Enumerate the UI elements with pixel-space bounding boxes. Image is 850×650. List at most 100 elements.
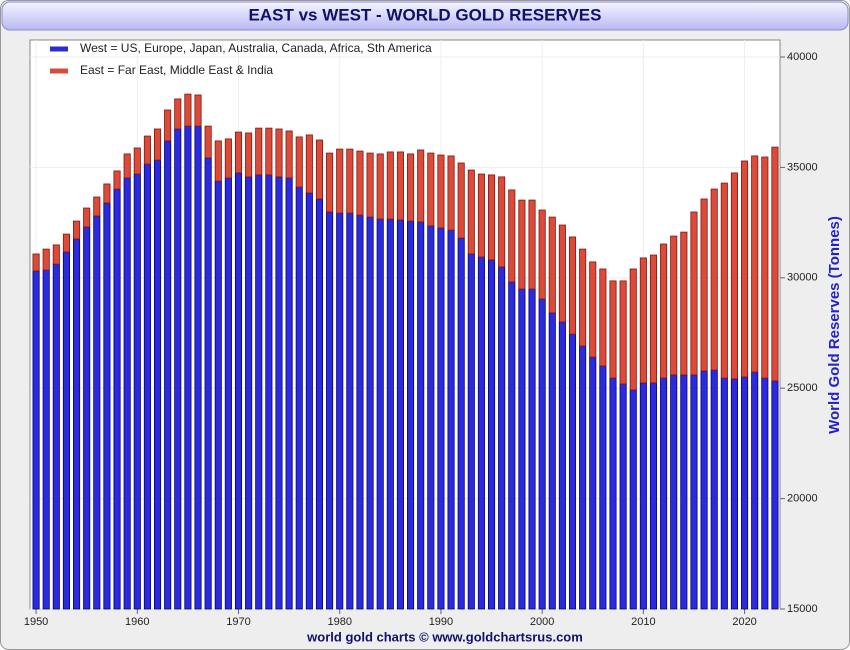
bar [660, 243, 668, 379]
bar [518, 288, 526, 610]
x-tick-label: 1960 [125, 616, 149, 628]
bar [113, 188, 121, 610]
bar [245, 176, 253, 610]
y-tick-label: 40000 [787, 51, 818, 63]
bar [376, 218, 384, 610]
footer: world gold charts © www.goldchartsrus.co… [306, 629, 583, 644]
bar [538, 209, 546, 300]
bar [477, 256, 485, 610]
bar [386, 151, 394, 220]
bar [255, 127, 263, 176]
bar [700, 198, 708, 372]
bar [609, 377, 617, 610]
bar [589, 356, 597, 610]
x-tick-label: 1950 [24, 616, 48, 628]
bar [548, 216, 556, 314]
bar [143, 163, 151, 610]
bar [305, 134, 313, 194]
bar [619, 280, 627, 385]
bar [528, 288, 536, 610]
legend-label: West = US, Europe, Japan, Australia, Can… [80, 41, 432, 55]
bar [103, 183, 111, 204]
bar [133, 147, 141, 175]
bar [184, 93, 192, 127]
bar [558, 224, 566, 323]
bar [407, 153, 415, 222]
x-tick-label: 1980 [327, 616, 351, 628]
bar [579, 248, 587, 347]
bar [447, 229, 455, 610]
bar [194, 125, 202, 610]
bar [488, 174, 496, 261]
bar [234, 131, 243, 174]
bar [164, 140, 172, 610]
bar [93, 215, 101, 610]
bar [326, 152, 334, 213]
bar [234, 172, 243, 610]
bar [720, 377, 728, 610]
bar [32, 253, 40, 272]
bar [751, 371, 759, 610]
bar [599, 365, 607, 610]
bar [548, 312, 556, 610]
bar [518, 199, 526, 290]
bar [42, 269, 50, 610]
bar [396, 151, 404, 221]
bar [336, 148, 344, 214]
bar [366, 216, 374, 610]
bar [123, 177, 131, 610]
bar [265, 174, 273, 610]
bar [690, 374, 698, 610]
bar [599, 268, 607, 367]
bar [649, 382, 658, 610]
bar [295, 186, 303, 610]
bar [427, 152, 435, 227]
bar [153, 128, 162, 161]
bar [568, 333, 577, 610]
bar [771, 380, 779, 610]
bar [356, 214, 364, 610]
x-tick-label: 1990 [429, 616, 453, 628]
bar [62, 251, 70, 610]
bar [467, 253, 475, 610]
bar [83, 226, 91, 610]
bar [214, 180, 222, 610]
bar [184, 125, 192, 610]
bar [437, 227, 445, 610]
bar [214, 140, 222, 182]
x-tick-label: 2000 [530, 616, 554, 628]
bar [670, 374, 678, 610]
bar [417, 149, 425, 223]
bar [174, 98, 182, 130]
y-tick-label: 20000 [787, 493, 818, 505]
bar [204, 125, 212, 159]
bar [386, 218, 394, 610]
bar [508, 281, 516, 610]
bar [710, 369, 718, 610]
bar [366, 152, 374, 218]
bar [346, 212, 354, 610]
bar [761, 377, 769, 610]
bar [741, 160, 749, 378]
bar [700, 370, 708, 610]
bar [376, 153, 384, 220]
bar [761, 156, 769, 379]
bar [730, 172, 738, 380]
y-tick-label: 35000 [787, 161, 818, 173]
bar [488, 259, 496, 610]
bar [720, 182, 728, 379]
bar [437, 154, 445, 229]
plot-area [29, 39, 781, 610]
bar [498, 176, 506, 268]
bar [52, 244, 60, 265]
bar [639, 257, 647, 384]
legend-label: East = Far East, Middle East & India [80, 63, 273, 77]
bar [407, 220, 415, 610]
bar [589, 261, 597, 358]
bar [498, 266, 506, 610]
bar [568, 236, 577, 335]
bar [457, 237, 465, 610]
bar [326, 211, 334, 610]
y-tick-label: 30000 [787, 272, 818, 284]
bar [457, 162, 465, 239]
